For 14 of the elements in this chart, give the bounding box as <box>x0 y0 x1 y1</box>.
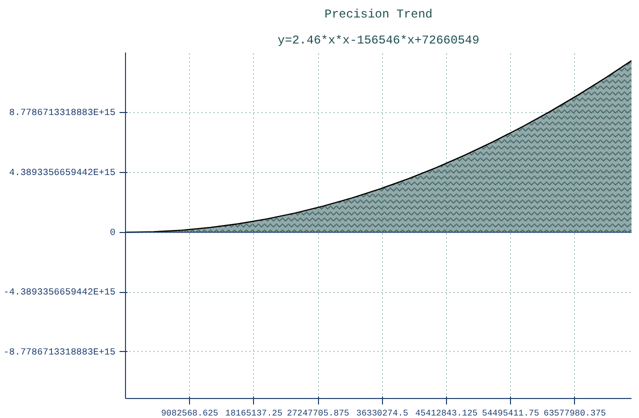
y-tick-label: 8.7786713318883E+15 <box>9 107 116 118</box>
x-tick-label: 36330274.5 <box>356 408 408 418</box>
chart-title: Precision Trend <box>324 8 433 22</box>
chart-subtitle: y=2.46*x*x-156546*x+72660549 <box>278 34 480 48</box>
x-tick-label: 63577980.375 <box>544 408 606 418</box>
y-tick-label: -8.7786713318883E+15 <box>4 346 116 358</box>
x-tick-label: 9082568.625 <box>161 408 218 418</box>
x-tick-label: 45412843.125 <box>415 408 478 418</box>
x-tick-label: 54495411.75 <box>482 408 540 418</box>
x-tick-label: 18165137.25 <box>225 408 282 418</box>
y-tick-label: -4.3893356659442E+15 <box>4 286 116 298</box>
y-tick-label: 4.3893356659442E+15 <box>9 167 116 178</box>
y-tick-label: 0 <box>110 226 116 238</box>
x-tick-label: 27247705.875 <box>286 408 350 418</box>
